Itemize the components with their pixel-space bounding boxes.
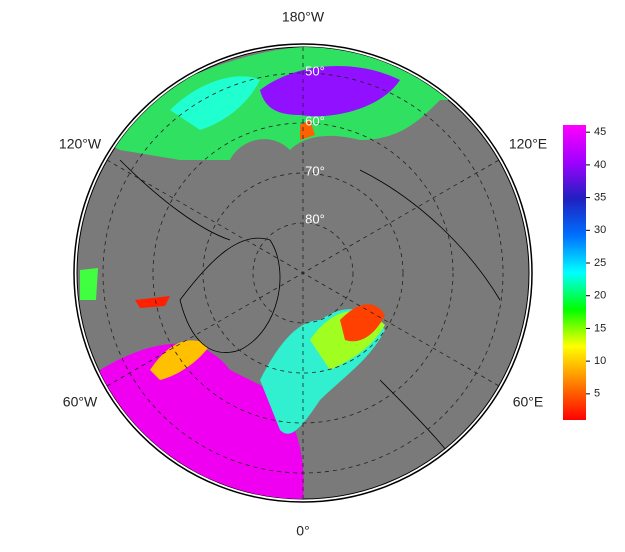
colorbar	[563, 125, 586, 420]
field-bering	[170, 76, 260, 130]
colorbar-tick-label: 5	[594, 388, 600, 400]
colorbar-tick-label: 40	[594, 159, 606, 171]
lon-label: 120°E	[509, 136, 547, 152]
land-outlines	[119, 159, 501, 499]
lon-label: 180°W	[282, 9, 325, 25]
colorbar-tick-label: 15	[594, 322, 606, 334]
lat-label: 70°	[305, 163, 325, 178]
lon-label: 60°W	[63, 394, 98, 410]
map-frame-outer	[73, 43, 533, 503]
field-labrador	[150, 340, 210, 380]
lat-label: 50°	[305, 63, 325, 78]
lat-label: 80°	[305, 211, 325, 226]
labels: 180°W 120°W 120°E 60°W 60°E 0° 50° 60° 7…	[59, 9, 547, 539]
lon-label: 0°	[296, 523, 309, 539]
field-pacific-high	[260, 66, 400, 117]
colorbar-tick-label: 45	[594, 126, 606, 138]
colorbar-tick-label: 30	[594, 224, 606, 236]
field-chukchi	[300, 120, 315, 140]
colorbar-tick-label: 10	[594, 355, 606, 367]
field-west-edge	[80, 268, 98, 300]
colorbar-tick-label: 35	[594, 192, 606, 204]
lat-label: 60°	[305, 113, 325, 128]
colorbar-tick-label: 25	[594, 257, 606, 269]
colorbar-tick-label: 20	[594, 290, 606, 302]
lon-label: 120°W	[59, 136, 102, 152]
lon-label: 60°E	[513, 394, 544, 410]
field-hudson	[135, 296, 170, 308]
graticule	[102, 47, 504, 499]
